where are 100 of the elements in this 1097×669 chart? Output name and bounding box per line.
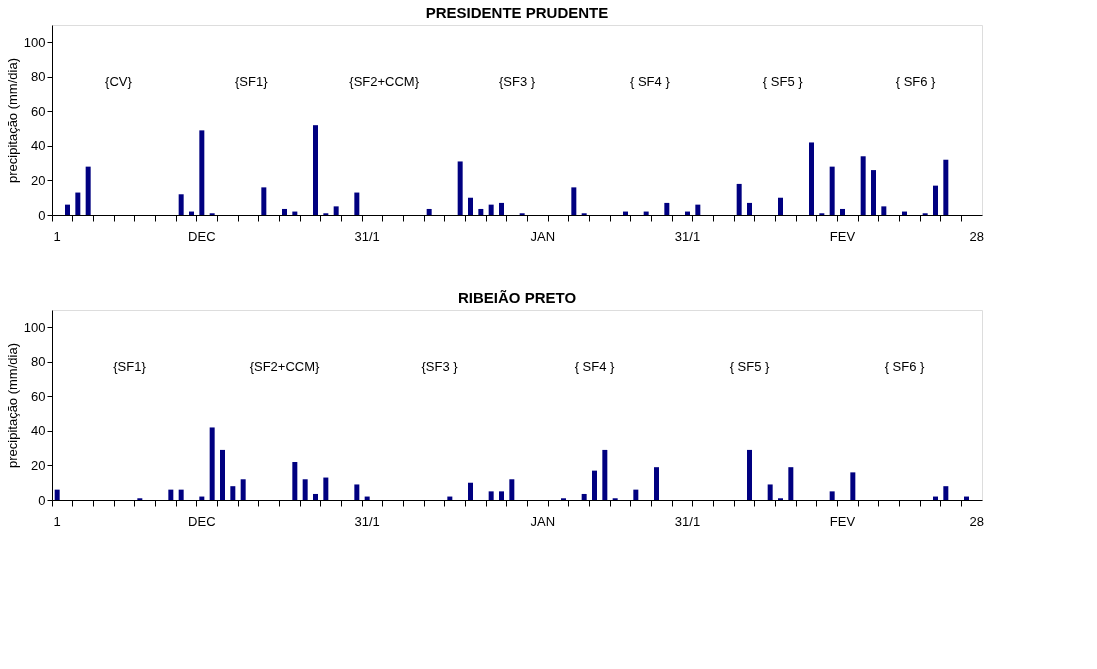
bar [65,204,70,215]
x-tick-label: DEC [188,229,216,244]
bar [478,208,484,215]
y-axis-title: precipitação (mm/dia) [4,58,20,183]
annotation: { SF5 } [762,74,804,89]
y-tick-label: 60 [31,388,46,404]
bar [592,470,597,500]
bar [499,491,504,500]
bar [747,202,752,215]
bar [199,130,205,215]
bar [788,467,794,500]
bar [829,491,835,500]
annotation: { SF6 } [884,359,926,374]
bar [695,204,701,215]
bar [881,206,887,215]
bar [933,185,938,215]
bar [354,192,360,215]
annotation: {SF1} [235,74,269,89]
y-tick-label: 80 [31,69,46,85]
bar [499,202,504,215]
annotation: { SF6 } [895,74,937,89]
bar [488,204,494,215]
bar [664,202,670,215]
bar [240,479,246,500]
bar [850,472,856,500]
x-tick-label: FEV [829,229,856,244]
bar [282,208,287,215]
annotation: {SF1} [113,359,147,374]
y-tick-label: 0 [38,492,46,508]
bar [168,489,174,500]
bar [313,493,318,500]
bar [178,489,184,500]
bar [230,486,236,500]
bar [571,187,577,215]
x-tick-label: JAN [530,514,556,529]
x-tick-label: 1 [53,514,61,529]
bar [860,156,866,215]
y-tick-label: 20 [31,457,46,473]
bar [313,125,318,215]
bar [840,208,845,215]
x-tick-label: FEV [829,514,856,529]
bar [209,427,215,500]
bar [809,142,814,215]
x-tick-label: DEC [188,514,216,529]
bar [488,491,494,500]
annotation: {SF2+CCM} [249,359,321,374]
chart-title: RIBEIÃO PRETO [457,289,577,306]
x-tick-label: 1 [53,229,61,244]
x-tick-label: 31/1 [674,514,701,529]
bar [292,462,298,500]
annotation: { SF4 } [629,74,671,89]
y-tick-label: 100 [23,319,46,335]
bar [943,486,949,500]
y-tick-label: 100 [23,34,46,50]
bar [602,449,608,500]
bar [220,449,225,500]
annotation: {SF2+CCM} [349,74,420,89]
annotation: { SF4 } [574,359,616,374]
bar [943,159,949,215]
y-tick-label: 40 [31,138,46,154]
bar [457,161,463,215]
bar [323,477,329,500]
y-tick-label: 80 [31,354,46,370]
bar [54,489,60,500]
bar [302,479,308,500]
y-tick-label: 40 [31,423,46,439]
x-tick-label: 28 [969,514,985,529]
bar [747,449,752,500]
bar [778,197,783,215]
annotation: {CV} [105,74,133,89]
x-tick-label: 31/1 [354,514,380,529]
bar [261,187,267,215]
y-tick-label: 0 [38,207,46,223]
bar [581,493,587,500]
bar [75,192,81,215]
bar [468,197,473,215]
x-tick-label: JAN [530,229,556,244]
chart-title: PRESIDENTE PRUDENTE [425,4,609,21]
bar [829,166,835,215]
bar [426,208,432,215]
y-axis-title: precipitação (mm/dia) [4,343,20,468]
bar [633,489,639,500]
bar [178,194,184,215]
y-tick-label: 60 [31,103,46,119]
x-tick-label: 28 [969,229,985,244]
x-tick-label: 31/1 [354,229,380,244]
y-tick-label: 20 [31,172,46,188]
annotation: { SF5 } [729,359,771,374]
bar [85,166,91,215]
bar [767,484,773,500]
x-tick-label: 31/1 [674,229,701,244]
bar [736,183,742,215]
annotation: {SF3 } [421,359,459,374]
bar [871,170,876,215]
bar [333,206,339,215]
bar [509,479,515,500]
annotation: {SF3 } [498,74,536,89]
bar [468,482,473,500]
bar [354,484,360,500]
bar [654,467,659,500]
